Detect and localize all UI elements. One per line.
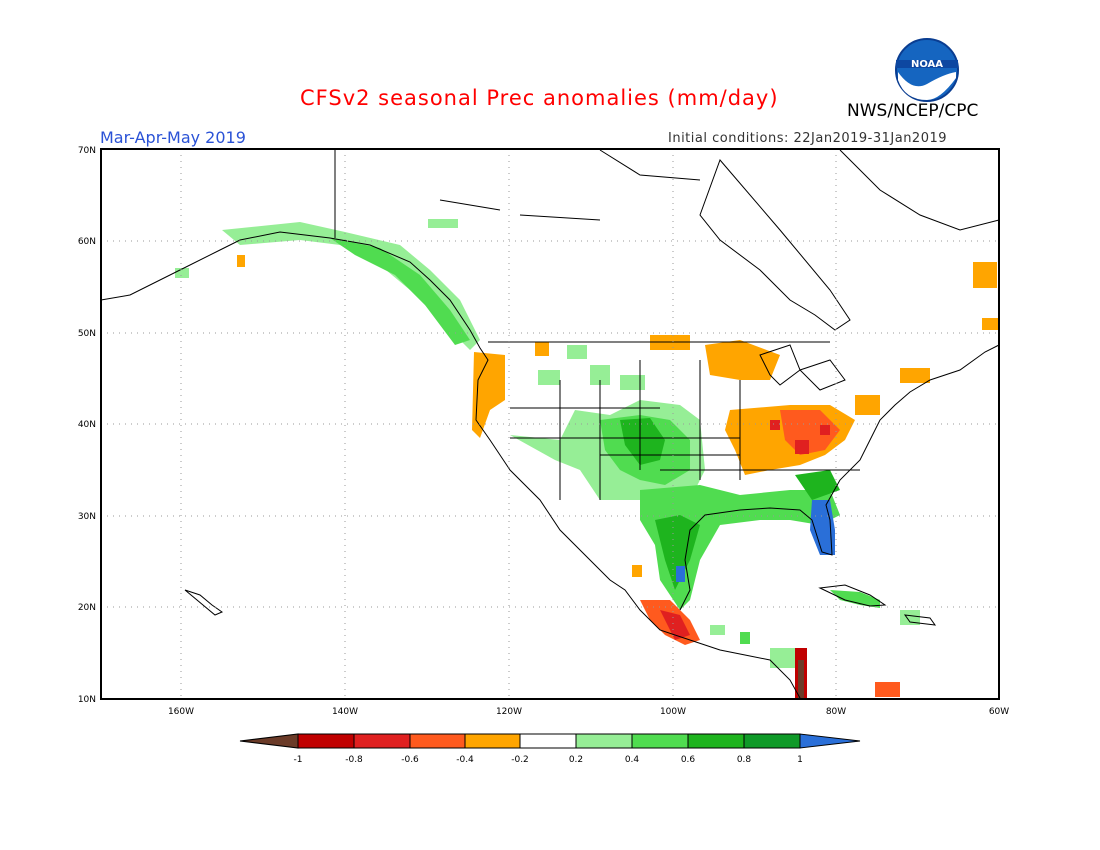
map-title: CFSv2 seasonal Prec anomalies (mm/day) — [300, 86, 779, 110]
lon-label: 100W — [660, 707, 686, 717]
lon-label: 160W — [168, 707, 194, 717]
lat-axis: 70N 60N 50N 40N 30N 20N 10N — [78, 146, 96, 705]
colorbar-swatch — [353, 733, 411, 749]
map-border — [100, 148, 1000, 700]
coastlines — [100, 149, 1000, 699]
colorbar-swatch — [464, 733, 521, 749]
lon-label: 140W — [332, 707, 358, 717]
noaa-logo-icon: NOAA — [895, 38, 959, 102]
colorbar-label: 0.2 — [569, 755, 583, 765]
colorbar-swatch — [631, 733, 689, 749]
colorbar-swatch — [575, 733, 633, 749]
noaa-logo-text: NOAA — [911, 59, 943, 70]
colorbar: -1 -0.8 -0.6 -0.4 -0.2 0.2 0.4 0.6 0.8 1 — [239, 733, 861, 765]
colorbar-label: 0.6 — [681, 755, 696, 765]
lat-label: 30N — [78, 512, 96, 522]
initial-conditions-label: Initial conditions: 22Jan2019-31Jan2019 — [668, 131, 948, 146]
colorbar-swatch — [519, 733, 577, 749]
colorbar-label: -0.6 — [401, 755, 419, 765]
lat-label: 10N — [78, 695, 96, 705]
colorbar-label: 0.8 — [737, 755, 752, 765]
colorbar-label: 0.4 — [625, 755, 640, 765]
lat-label: 40N — [78, 420, 96, 430]
colorbar-label: 1 — [797, 755, 803, 765]
colorbar-swatch — [297, 733, 355, 749]
colorbar-swatch — [743, 733, 801, 749]
colorbar-label: -0.8 — [345, 755, 363, 765]
colorbar-label: -0.2 — [511, 755, 529, 765]
colorbar-right-arrow — [799, 733, 861, 749]
colorbar-label: -0.4 — [456, 755, 474, 765]
lon-label: 80W — [826, 707, 846, 717]
season-label: Mar-Apr-May 2019 — [100, 128, 246, 147]
lat-label: 50N — [78, 329, 96, 339]
lon-axis: 160W 140W 120W 100W 80W 60W — [168, 707, 1009, 717]
lon-label: 120W — [496, 707, 522, 717]
colorbar-swatch — [687, 733, 745, 749]
agency-label: NWS/NCEP/CPC — [847, 101, 979, 121]
lat-label: 70N — [78, 146, 96, 156]
lon-label: 60W — [989, 707, 1009, 717]
lat-label: 60N — [78, 237, 96, 247]
lat-label: 20N — [78, 603, 96, 613]
colorbar-left-arrow — [239, 733, 299, 749]
colorbar-swatch — [409, 733, 466, 749]
colorbar-label: -1 — [294, 755, 303, 765]
